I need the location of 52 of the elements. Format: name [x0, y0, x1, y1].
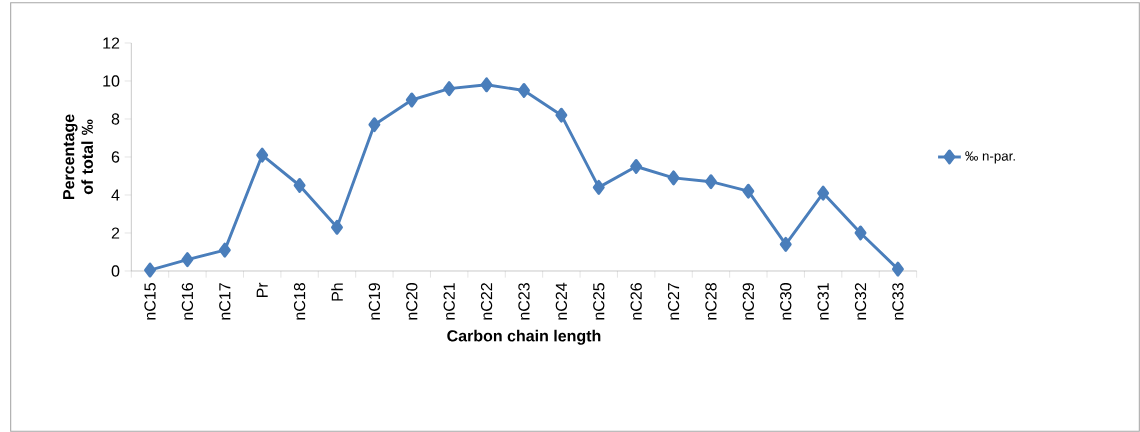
x-tick-label: nC21	[443, 283, 455, 320]
x-tick-label: nC17	[219, 283, 231, 320]
y-tick-label: 12	[103, 37, 120, 49]
x-tick-label: nC20	[406, 282, 418, 320]
point	[779, 236, 792, 252]
point	[480, 77, 493, 93]
point	[405, 92, 418, 108]
y-tick-label: 6	[111, 151, 120, 163]
y-tick-label: 10	[103, 75, 120, 87]
x-tick-label: Ph	[331, 283, 343, 301]
point	[592, 179, 605, 195]
x-tick-label: nC15	[144, 283, 156, 320]
point	[891, 261, 904, 277]
legend-label: ‰ n-par.	[965, 151, 1015, 164]
x-tick-label: nC29	[742, 283, 754, 320]
x-axis-title: Carbon chain length	[447, 329, 601, 345]
point	[293, 178, 306, 193]
point	[181, 252, 194, 268]
y-tick-label: 0	[111, 265, 120, 277]
x-tick-label: nC22	[480, 283, 493, 320]
point	[630, 159, 643, 174]
point	[667, 170, 680, 186]
point	[854, 225, 867, 241]
point	[704, 174, 717, 190]
x-tick-label: nC26	[630, 283, 642, 320]
point	[331, 219, 343, 235]
point	[742, 183, 755, 199]
point	[256, 147, 269, 163]
point	[817, 185, 830, 201]
x-tick-label: nC30	[780, 282, 792, 320]
x-tick-label: nC27	[667, 283, 680, 320]
y-tick-label: 8	[111, 113, 120, 125]
point	[368, 117, 381, 133]
x-tick-label: Pr	[256, 282, 268, 298]
x-tick-label: nC23	[518, 283, 530, 320]
x-tick-label: nC31	[817, 283, 829, 320]
x-tick-label: nC19	[368, 283, 381, 320]
x-tick-label: nC18	[293, 283, 306, 320]
x-tick-label: nC25	[593, 283, 605, 320]
y-axis-title: Percentage of total ‰	[63, 114, 93, 200]
point	[443, 81, 456, 97]
x-tick-label: nC24	[555, 282, 568, 320]
y-tick-label: 2	[111, 227, 120, 239]
x-tick-label: nC32	[854, 283, 867, 320]
x-tick-label: nC33	[892, 283, 904, 320]
point	[555, 107, 568, 123]
y-tick-label: 4	[111, 189, 120, 201]
point	[144, 262, 156, 278]
x-tick-label: nC16	[181, 283, 194, 320]
point	[518, 83, 530, 98]
point	[218, 242, 231, 258]
x-tick-label: nC28	[705, 283, 717, 320]
